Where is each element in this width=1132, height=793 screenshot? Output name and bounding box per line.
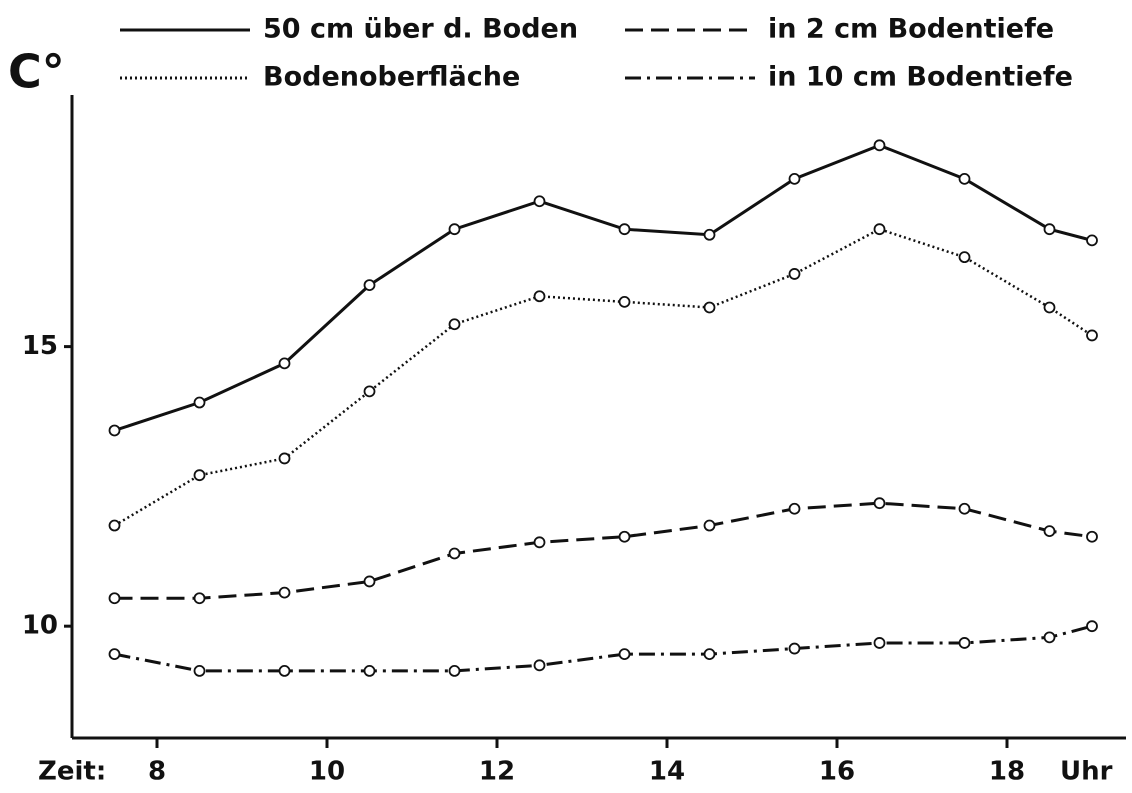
series-line xyxy=(113,227,1093,527)
data-point xyxy=(788,642,801,655)
data-point xyxy=(958,637,971,649)
data-point xyxy=(1043,301,1056,314)
data-point xyxy=(618,295,631,308)
x-tick-label: 16 xyxy=(819,757,855,787)
data-point xyxy=(533,290,546,303)
legend-label: in 2 cm Bodentiefe xyxy=(768,14,1054,45)
data-point xyxy=(873,637,886,649)
data-point xyxy=(618,223,631,236)
data-point xyxy=(448,223,461,236)
data-point xyxy=(448,547,461,560)
data-point xyxy=(363,665,376,677)
data-point xyxy=(278,665,291,677)
data-point xyxy=(703,301,716,314)
data-point xyxy=(363,385,376,398)
data-point xyxy=(193,592,206,605)
data-point xyxy=(193,469,206,482)
data-point xyxy=(703,648,716,661)
data-point xyxy=(108,519,121,532)
data-point xyxy=(958,172,971,185)
x-tick-label: 18 xyxy=(989,757,1025,787)
data-point xyxy=(533,536,546,549)
x-tick-label: 10 xyxy=(309,757,345,787)
data-point xyxy=(788,268,801,280)
data-point xyxy=(363,575,376,588)
data-point xyxy=(533,195,546,208)
data-point xyxy=(1043,631,1056,644)
data-point xyxy=(278,357,291,370)
x-axis-prefix: Zeit: xyxy=(38,757,106,787)
data-point xyxy=(448,318,461,331)
data-point xyxy=(873,139,886,152)
data-point xyxy=(193,665,206,677)
data-point xyxy=(363,279,376,292)
data-point xyxy=(1043,223,1056,236)
data-point xyxy=(108,424,121,437)
data-point xyxy=(108,592,121,605)
data-point xyxy=(703,228,716,241)
series-line xyxy=(114,501,1093,600)
data-point xyxy=(278,586,291,599)
x-tick-label: 8 xyxy=(148,757,166,787)
data-point xyxy=(1086,329,1098,342)
legend-label: 50 cm über d. Boden xyxy=(263,14,578,45)
data-point xyxy=(278,452,291,465)
data-point xyxy=(788,172,801,185)
x-axis-suffix: Uhr xyxy=(1060,757,1113,787)
data-point xyxy=(958,251,971,264)
legend-label: Bodenoberfläche xyxy=(263,62,520,93)
data-point xyxy=(788,502,801,515)
series-line xyxy=(114,624,1093,673)
y-tick-label: 15 xyxy=(22,331,58,361)
data-point xyxy=(703,519,716,532)
y-tick-label: 10 xyxy=(22,611,58,641)
data-point xyxy=(1086,620,1098,633)
data-point xyxy=(108,648,121,661)
data-point xyxy=(618,530,631,543)
series-line xyxy=(114,143,1093,432)
x-tick-label: 12 xyxy=(479,757,515,787)
data-point xyxy=(1043,525,1056,538)
data-point xyxy=(193,396,206,409)
data-point xyxy=(448,665,461,677)
data-point xyxy=(533,659,546,672)
data-point xyxy=(873,223,886,236)
data-point xyxy=(1086,234,1098,247)
x-tick-label: 14 xyxy=(649,757,685,787)
data-point xyxy=(958,502,971,515)
y-axis-label: C° xyxy=(8,45,65,99)
legend-label: in 10 cm Bodentiefe xyxy=(768,62,1073,93)
data-point xyxy=(873,497,886,510)
data-point xyxy=(618,648,631,661)
data-point xyxy=(1086,530,1098,543)
